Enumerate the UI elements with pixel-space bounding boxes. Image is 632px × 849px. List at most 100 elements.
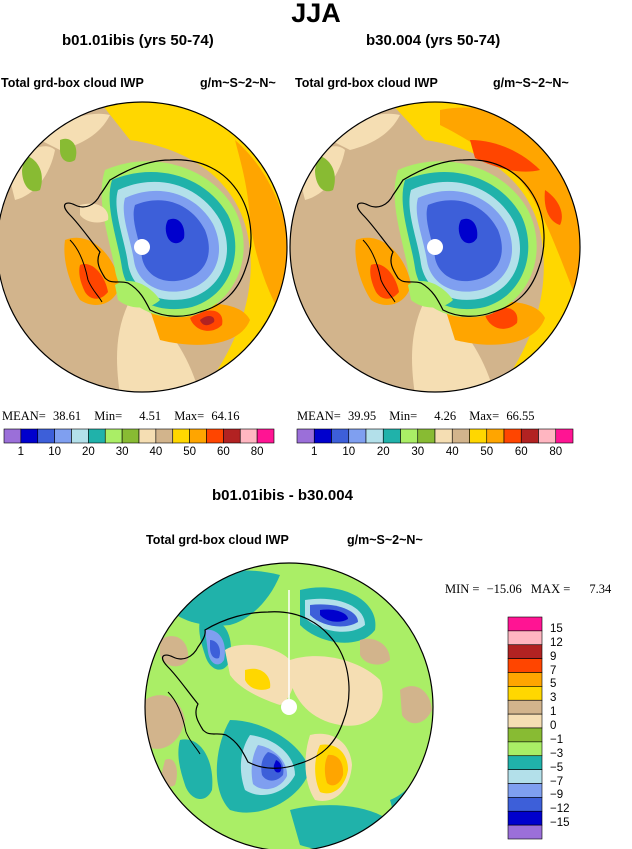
legend-swatch <box>555 428 574 444</box>
legend-swatch <box>3 428 22 444</box>
panel-2-variable-label: Total grd-box cloud IWP <box>295 76 438 90</box>
max-label: Max= <box>174 409 205 423</box>
min-value: 4.26 <box>434 409 457 423</box>
legend-swatch <box>507 783 543 798</box>
legend-tick-label: 0 <box>550 720 557 732</box>
legend-tick-label: 10 <box>342 446 356 458</box>
legend-swatch <box>206 428 224 444</box>
legend-swatch <box>400 428 419 444</box>
panel-1-units-label: g/m~S~2~N~ <box>200 76 276 90</box>
legend-swatch <box>507 769 543 784</box>
legend-tick-label: 15 <box>550 622 563 635</box>
panel-2-heading: b30.004 (yrs 50-74) <box>366 32 501 49</box>
legend-tick-label: 50 <box>183 446 197 458</box>
panel-2-legend-labels: 1 10 20 30 40 50 60 80 <box>297 446 573 462</box>
legend-swatch <box>348 428 367 444</box>
legend-swatch <box>507 824 543 840</box>
legend-swatch <box>223 428 241 444</box>
legend-tick-label: 9 <box>550 650 557 663</box>
legend-swatch <box>54 428 72 444</box>
legend-tick-label: 1 <box>17 446 25 458</box>
legend-swatch <box>434 428 453 444</box>
legend-swatch <box>121 428 140 444</box>
legend-tick-label: −3 <box>550 747 564 760</box>
legend-swatch <box>417 428 436 444</box>
legend-swatch <box>239 428 258 444</box>
max-value: 7.34 <box>589 582 612 596</box>
legend-swatch <box>507 672 543 687</box>
legend-tick-label: −5 <box>550 761 564 774</box>
diff-units-label: g/m~S~2~N~ <box>347 533 423 547</box>
legend-tick-label: 12 <box>550 636 563 649</box>
panel-1-stats: MEAN= 38.61 Min= 4.51 Max= 64.16 <box>2 409 239 424</box>
min-label: MIN = <box>445 582 480 596</box>
legend-swatch <box>507 644 543 659</box>
legend-swatch <box>88 428 106 444</box>
diff-color-legend <box>507 616 543 840</box>
legend-swatch <box>503 428 522 444</box>
legend-swatch <box>507 699 543 715</box>
legend-swatch <box>20 428 39 444</box>
legend-swatch <box>155 428 174 444</box>
legend-tick-label: −7 <box>550 775 564 788</box>
legend-swatch <box>104 428 123 444</box>
panel-2-color-legend <box>296 428 574 444</box>
legend-tick-label: 60 <box>514 446 528 458</box>
min-label: Min= <box>389 409 418 423</box>
legend-swatch <box>520 428 539 444</box>
legend-tick-label: 40 <box>149 446 163 458</box>
legend-tick-label: 1 <box>550 706 557 719</box>
legend-swatch <box>189 428 207 444</box>
legend-swatch <box>507 630 543 646</box>
legend-tick-label: −15 <box>550 817 570 830</box>
legend-tick-label: 80 <box>549 446 563 458</box>
legend-swatch <box>256 428 275 444</box>
diff-legend-labels: 15 12 9 7 5 3 1 0 −1 −3 −5 −7 −9 −12 −15 <box>550 617 610 839</box>
legend-swatch <box>507 658 543 673</box>
legend-tick-label: −1 <box>550 733 564 746</box>
mean-value: 38.61 <box>52 409 82 423</box>
panel-2-stats: MEAN= 39.95 Min= 4.26 Max= 66.55 <box>297 409 534 424</box>
legend-tick-label: 30 <box>411 446 425 458</box>
legend-swatch <box>331 428 350 444</box>
legend-swatch <box>313 428 332 444</box>
legend-tick-label: 80 <box>250 446 264 458</box>
diff-stats: MIN = −15.06 MAX = 7.34 <box>445 582 611 597</box>
legend-tick-label: −12 <box>550 803 570 816</box>
min-value: 4.51 <box>139 409 162 423</box>
legend-swatch <box>71 428 89 444</box>
panel-1-variable-label: Total grd-box cloud IWP <box>1 76 144 90</box>
legend-swatch <box>451 428 470 444</box>
legend-swatch <box>37 428 55 444</box>
legend-tick-label: 20 <box>81 446 95 458</box>
max-label: Max= <box>469 409 500 423</box>
legend-tick-label: 40 <box>445 446 459 458</box>
panel-2-units-label: g/m~S~2~N~ <box>493 76 569 90</box>
diff-variable-label: Total grd-box cloud IWP <box>146 533 289 547</box>
legend-swatch <box>172 428 190 444</box>
legend-swatch <box>469 428 488 444</box>
max-value: 66.55 <box>506 409 535 423</box>
legend-swatch <box>507 755 543 770</box>
legend-tick-label: −9 <box>550 789 564 802</box>
legend-swatch <box>138 428 157 444</box>
legend-swatch <box>507 727 543 743</box>
legend-swatch <box>296 428 315 444</box>
panel-1-heading: b01.01ibis (yrs 50-74) <box>62 32 214 49</box>
max-label: MAX = <box>530 582 571 596</box>
min-value: −15.06 <box>486 582 522 596</box>
panel-1-legend-labels: 1 10 20 30 40 50 60 80 <box>4 446 274 462</box>
legend-tick-label: 20 <box>376 446 390 458</box>
legend-swatch <box>507 686 543 701</box>
max-value: 64.16 <box>211 409 240 423</box>
panel-1-color-legend <box>3 428 275 444</box>
diff-heading: b01.01ibis - b30.004 <box>212 487 353 504</box>
min-label: Min= <box>94 409 123 423</box>
legend-swatch <box>538 428 557 444</box>
mean-value: 39.95 <box>347 409 377 423</box>
legend-swatch <box>365 428 384 444</box>
legend-swatch <box>382 428 401 444</box>
mean-label: MEAN= <box>2 409 46 423</box>
page-title: JJA <box>291 0 341 28</box>
